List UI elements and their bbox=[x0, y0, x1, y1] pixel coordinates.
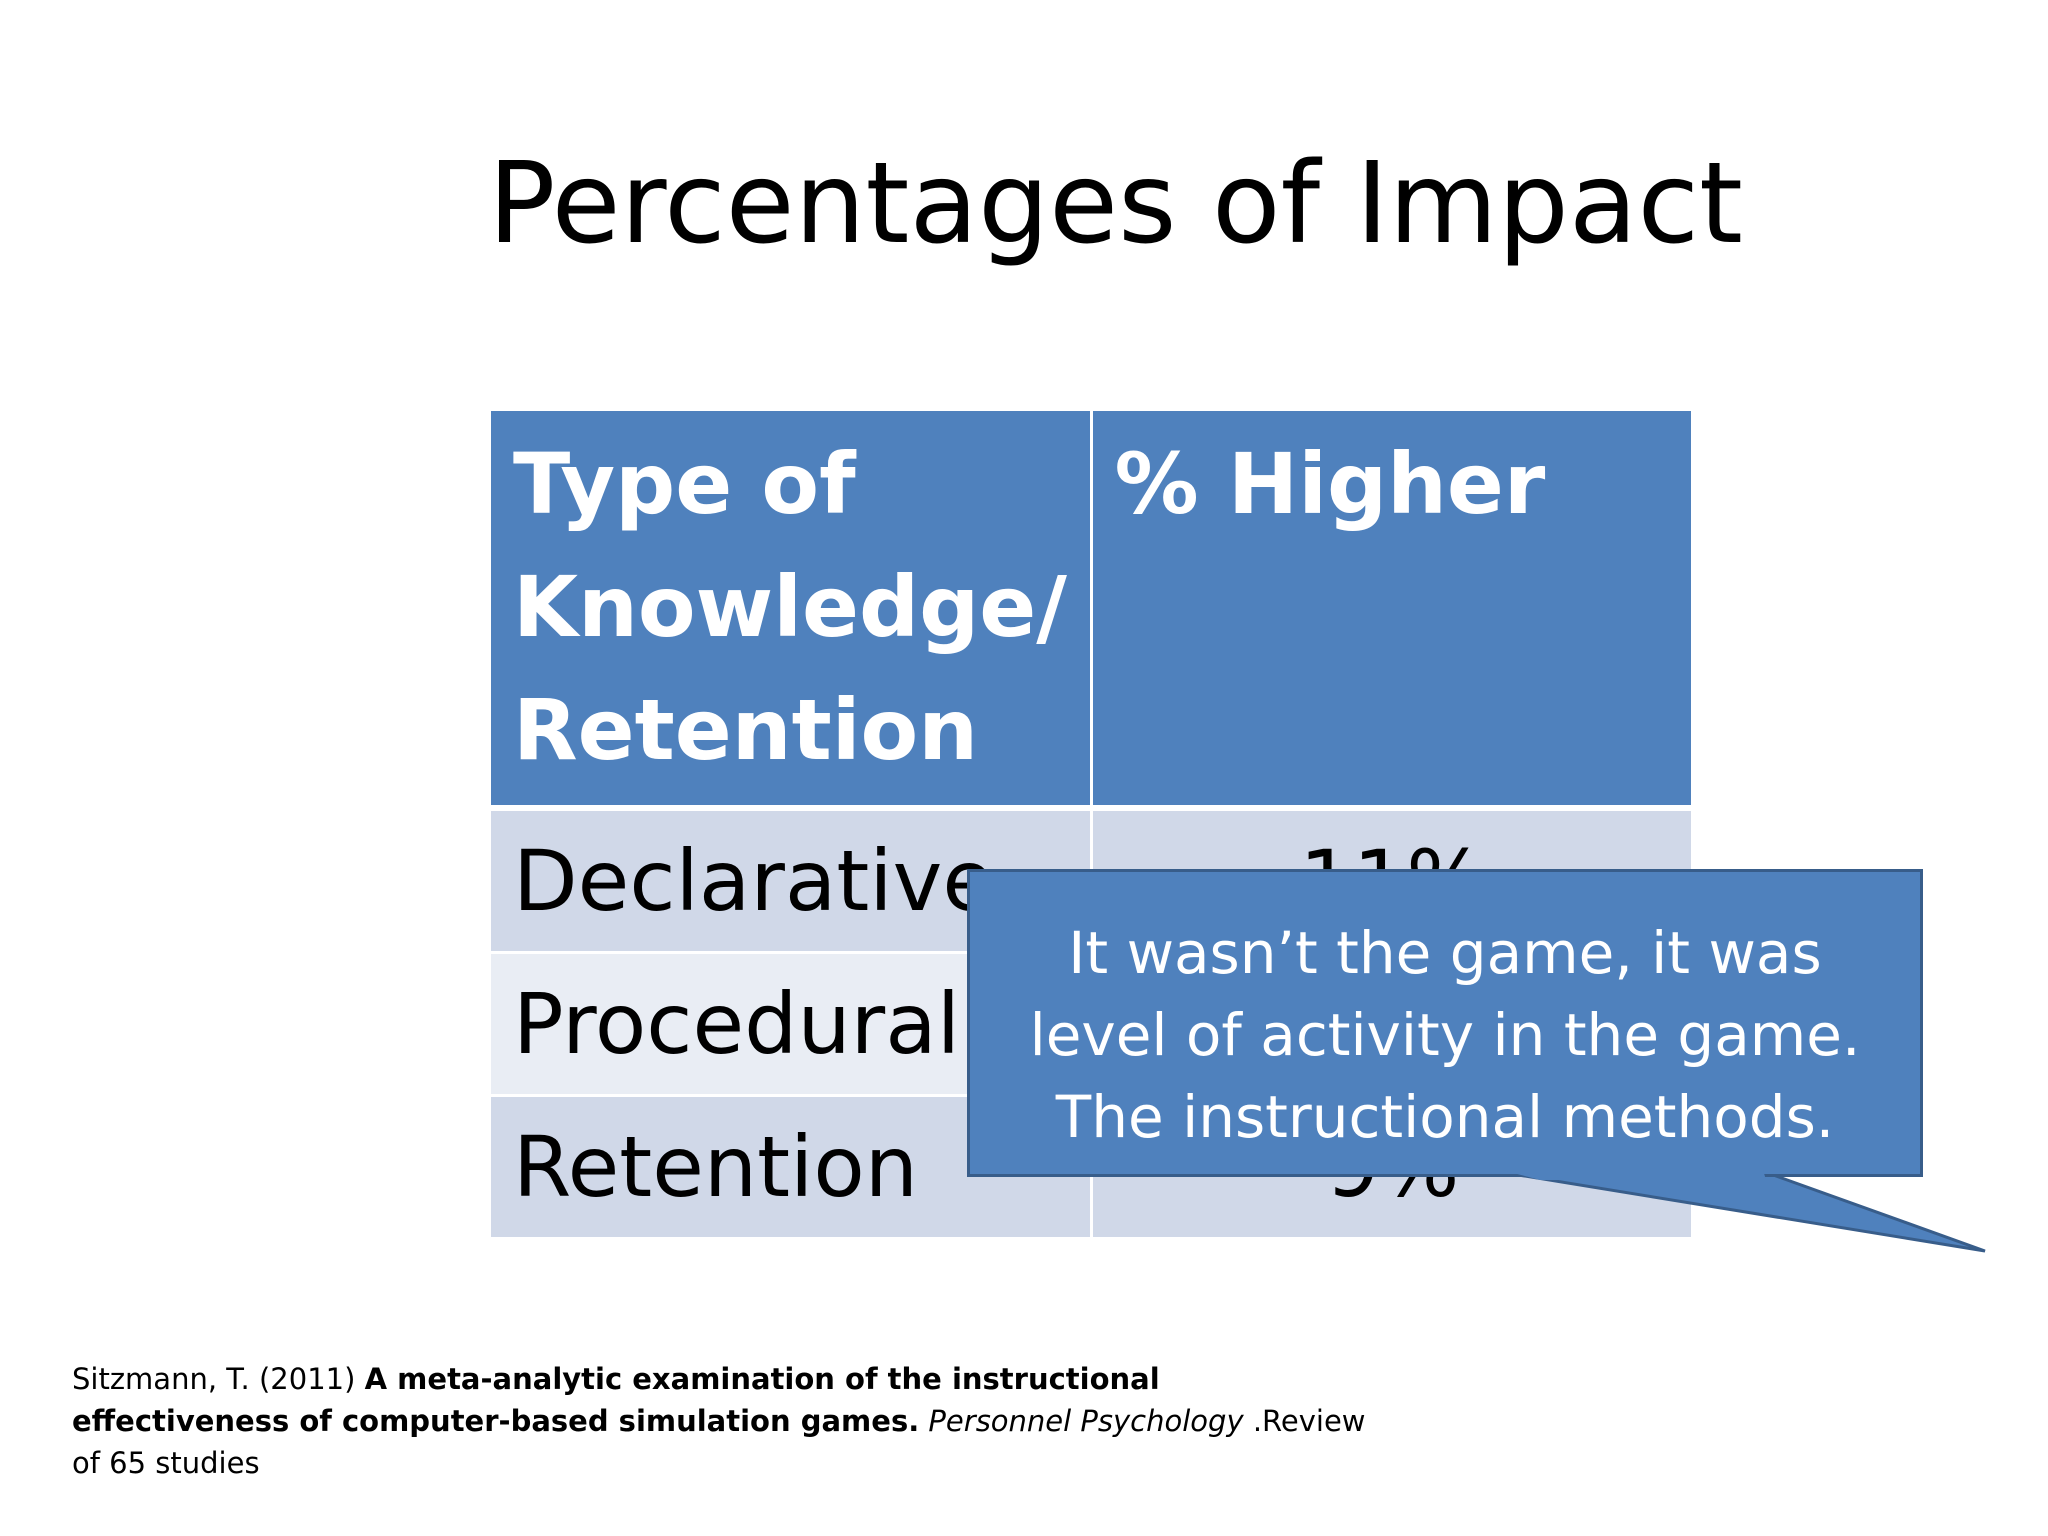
citation-author: Sitzmann, T. (2011) bbox=[72, 1362, 365, 1396]
citation-article-title: A meta-analytic examination of the instr… bbox=[72, 1362, 1160, 1438]
callout-box: It wasn’t the game, it was level of acti… bbox=[967, 869, 1923, 1177]
table-header-row: Type of Knowledge/ Retention % Higher bbox=[491, 411, 1691, 811]
row-type-declarative: Declarative bbox=[491, 808, 1093, 954]
row-type-retention: Retention bbox=[491, 1095, 1093, 1240]
citation-note: .Review of 65 studies bbox=[72, 1404, 1366, 1480]
header-type-of-knowledge: Type of Knowledge/ Retention bbox=[491, 411, 1093, 811]
citation-journal: Personnel Psychology bbox=[919, 1404, 1244, 1438]
header-percent-higher: % Higher bbox=[1091, 411, 1691, 811]
slide-title: Percentages of Impact bbox=[488, 139, 1743, 269]
callout-text: It wasn’t the game, it was level of acti… bbox=[1029, 919, 1861, 1151]
citation: Sitzmann, T. (2011) A meta-analytic exam… bbox=[72, 1358, 1372, 1484]
